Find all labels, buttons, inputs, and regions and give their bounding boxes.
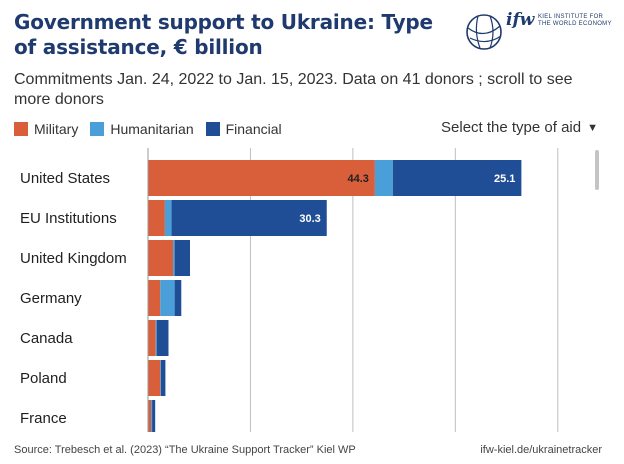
globe-icon [466,14,502,50]
ifw-logo: ifw KIEL INSTITUTE FOR THE WORLD ECONOMY [462,8,612,52]
data-label-united-states-financial: 25.1 [494,173,515,185]
bar-poland-humanitarian[interactable] [160,360,161,396]
bar-canada-military[interactable] [148,320,156,356]
bar-germany-humanitarian[interactable] [160,280,175,316]
bar-germany-military[interactable] [148,280,161,316]
bar-eu-institutions-financial[interactable] [171,200,327,236]
chart-title: Government support to Ukraine: Type of a… [14,10,433,59]
legend-item-humanitarian: Humanitarian [90,121,194,137]
category-label-france: France [20,410,67,427]
scrollbar-thumb[interactable] [595,150,599,190]
legend-swatch-military [14,122,28,136]
bar-poland-financial[interactable] [160,360,166,396]
aid-type-dropdown-label: Select the type of aid [441,119,582,136]
category-label-eu-institutions: EU Institutions [20,210,117,227]
category-label-united-kingdom: United Kingdom [20,250,127,267]
bar-united-kingdom-humanitarian[interactable] [173,240,175,276]
legend-label-financial: Financial [225,121,282,137]
legend-swatch-financial [205,122,220,136]
bar-france-financial[interactable] [152,400,156,432]
legend: Military Humanitarian Financial [14,121,294,137]
source-note: Source: Trebesch et al. (2023) “The Ukra… [14,444,356,456]
aid-type-dropdown[interactable]: Select the type of aid ▼ [441,119,598,136]
data-label-united-states-military: 44.3 [347,173,368,185]
bar-eu-institutions-military[interactable] [148,200,165,236]
bar-united-states-humanitarian[interactable] [374,160,393,196]
legend-item-military: Military [14,121,78,137]
bar-eu-institutions-humanitarian[interactable] [164,200,172,236]
chart-scrollbar[interactable] [595,148,601,432]
bar-united-states-military[interactable] [148,160,375,196]
legend-item-financial: Financial [205,121,282,137]
category-label-poland: Poland [20,370,67,387]
tracker-link[interactable]: ifw-kiel.de/ukrainetracker [480,444,602,456]
bar-united-states-financial[interactable] [392,160,522,196]
bar-united-kingdom-financial[interactable] [174,240,190,276]
bar-canada-financial[interactable] [156,320,169,356]
chevron-down-icon: ▼ [587,121,598,134]
bar-poland-military[interactable] [148,360,161,396]
bar-germany-financial[interactable] [174,280,182,316]
bar-france-military[interactable] [148,400,152,432]
logo-subtitle: KIEL INSTITUTE FOR THE WORLD ECONOMY [538,14,612,27]
chart-subtitle: Commitments Jan. 24, 2022 to Jan. 15, 20… [14,71,573,108]
bar-united-kingdom-military[interactable] [148,240,174,276]
logo-wordmark: ifw [506,10,535,30]
legend-label-military: Military [34,121,79,137]
category-label-canada: Canada [20,330,73,347]
bar-canada-humanitarian[interactable] [155,320,157,356]
legend-swatch-humanitarian [90,122,105,136]
category-label-germany: Germany [20,290,82,307]
category-label-united-states: United States [20,170,110,187]
bar-chart: United States 44.3 25.1 EU Institutions 30.3… [20,148,559,432]
data-label-eu-institutions-financial: 30.3 [299,213,320,225]
bar-france-humanitarian[interactable] [151,400,153,432]
legend-label-humanitarian: Humanitarian [110,121,194,137]
